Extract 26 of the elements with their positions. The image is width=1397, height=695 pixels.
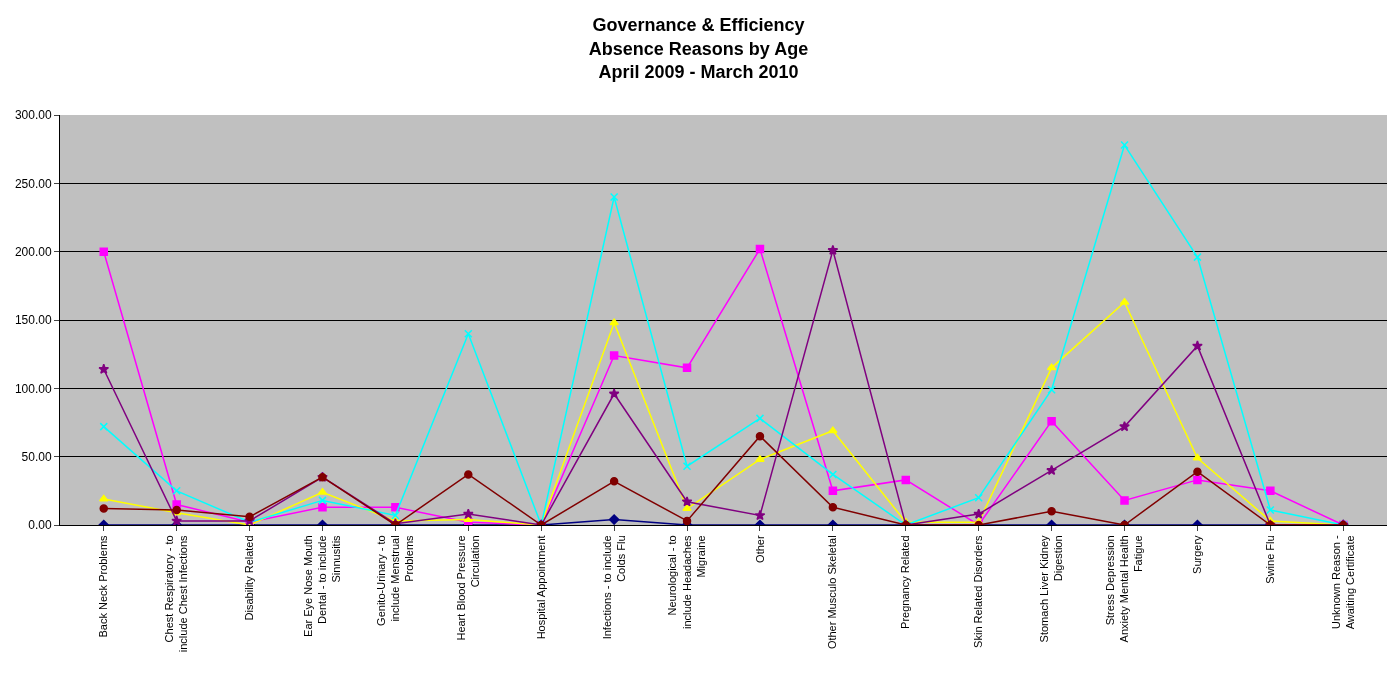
x-tick-label: Unknown Reason - Awaiting Certificate (1329, 535, 1356, 630)
x-tick-label: Hospital Appointment (534, 535, 547, 640)
x-tick-label: Other (753, 535, 766, 563)
x-tick-label: Disability Related (243, 535, 256, 621)
x-tick-label: Chest Respiratory - to include Chest Infections (163, 534, 190, 653)
x-tick-label: Stomach Liver Kidney Digestion (1038, 534, 1065, 643)
x-tick-label: Other Musculo Skeletal (826, 535, 839, 650)
y-tick-label: 200.00 (14, 244, 52, 259)
x-tick-label: Genito-Urinary - to include Menstrual Problems (374, 534, 416, 626)
x-tick-label: Back Neck Problems (97, 534, 110, 638)
x-tick-label: Neurological - to include Headaches Migraine (666, 534, 707, 629)
chart-title: Governance & Efficiency Absence Reasons by Age April 2009 - March 2010 (588, 15, 809, 83)
y-tick-label: 0.00 (28, 518, 52, 533)
x-tick-label: Heart Blood Pressure Circulation (454, 535, 482, 641)
y-tick-label: 50.00 (21, 449, 52, 464)
y-tick-label: 300.00 (14, 108, 52, 123)
x-tick-label: Skin Related Disorders (972, 534, 985, 648)
x-tick-label: Swine Flu (1263, 535, 1276, 584)
x-tick-label: Stress Depression Anxiety Mental Health Fatigue (1103, 535, 1145, 643)
y-tick-label: 250.00 (14, 176, 52, 191)
x-tick-label: Ear Eye Nose Mouth Dental - to include Sinnusitis (301, 534, 343, 637)
x-tick-label: Pregnancy Related (899, 535, 912, 629)
y-tick-label: 100.00 (14, 381, 52, 396)
x-tick-label: Infections - to include Colds Flu (600, 535, 627, 640)
y-tick-label: 150.00 (14, 313, 52, 328)
x-tick-label: Surgery (1191, 534, 1204, 574)
